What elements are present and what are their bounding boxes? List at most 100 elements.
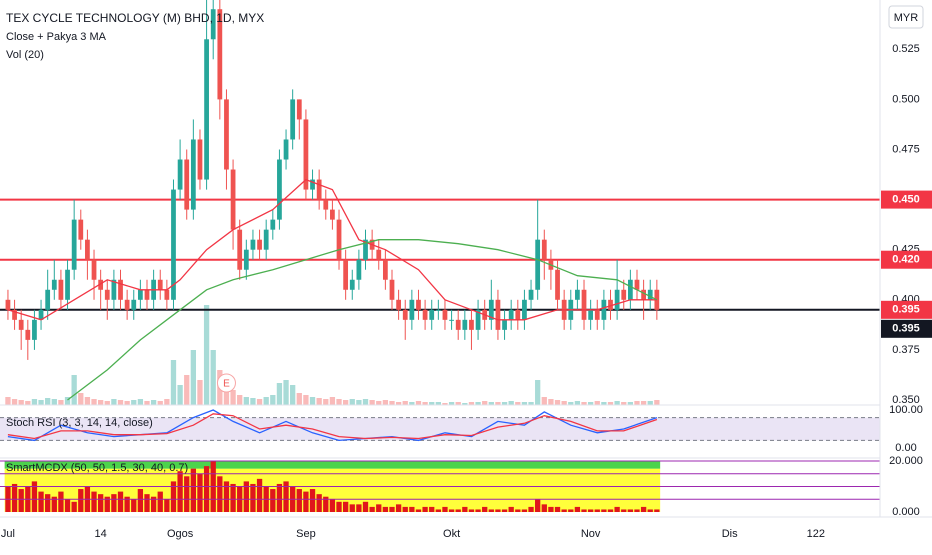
- candle-body: [555, 269, 560, 300]
- volume-bar: [568, 402, 574, 405]
- bar: [607, 509, 614, 513]
- candle-body: [621, 289, 627, 300]
- bar: [442, 506, 448, 513]
- panes: Jul 14 Ogos Sep Okt Nov Dis 122E0.3500.3750.400…: [0, 0, 932, 540]
- bar: [243, 481, 249, 513]
- band-fill: [0, 417, 880, 441]
- bar: [568, 509, 574, 513]
- volume-bar: [38, 400, 44, 405]
- bar: [51, 496, 57, 513]
- bar: [18, 489, 24, 513]
- volume-bar: [554, 400, 561, 405]
- candle-body: [85, 239, 90, 260]
- volume-bar: [58, 400, 64, 405]
- bar: [435, 509, 441, 513]
- candle-body: [363, 239, 368, 260]
- x-tick-label: Dis: [722, 528, 738, 540]
- candle-body: [449, 319, 454, 321]
- volume-bar: [78, 393, 84, 405]
- volume-bar: [283, 380, 289, 405]
- bar: [157, 491, 163, 513]
- candle-body: [250, 239, 256, 250]
- candle-body: [462, 319, 468, 330]
- candle-body: [614, 289, 620, 310]
- candle-body: [190, 139, 196, 210]
- candle-body: [455, 319, 461, 330]
- candle-body: [594, 309, 600, 320]
- volume-bar: [535, 380, 541, 405]
- volume-bar: [164, 399, 170, 405]
- candle-body: [502, 319, 507, 330]
- volume-bar: [190, 350, 196, 405]
- currency-button[interactable]: [888, 5, 924, 29]
- y-tick-label: 0.500: [892, 93, 920, 105]
- candle-body: [303, 119, 309, 190]
- candle-body: [416, 299, 421, 310]
- y-tick-label: 0.350: [892, 394, 920, 406]
- volume-bar: [97, 400, 104, 405]
- volume-bar: [5, 397, 11, 405]
- candle-body: [210, 9, 216, 40]
- bar: [184, 476, 190, 513]
- volume-bar: [18, 400, 24, 405]
- bar: [250, 483, 256, 513]
- volume-bar: [548, 399, 554, 405]
- volume-bar: [276, 383, 283, 405]
- y-tick-label: 0.375: [892, 344, 920, 356]
- candle-body: [230, 169, 236, 230]
- bar: [409, 506, 415, 513]
- x-tick-label: Jul: [1, 528, 15, 540]
- bar: [349, 504, 355, 513]
- volume-bar: [131, 400, 137, 405]
- volume-bar: [250, 398, 256, 405]
- bar: [124, 496, 130, 513]
- volume-bar: [515, 402, 521, 405]
- candle-body: [409, 299, 415, 320]
- volume-bar: [501, 402, 508, 405]
- bar: [587, 509, 594, 513]
- bar: [369, 506, 375, 513]
- volume-bar: [541, 397, 547, 405]
- volume-bar: [170, 360, 177, 405]
- bar: [164, 499, 170, 513]
- bar: [356, 504, 362, 513]
- volume-bar: [71, 375, 77, 405]
- volume-bar: [316, 398, 322, 405]
- candle-body: [588, 309, 594, 320]
- volume-bar: [422, 402, 428, 405]
- volume-bar: [157, 401, 163, 405]
- bar: [203, 466, 210, 513]
- candle-body: [336, 219, 342, 260]
- candle-body: [535, 239, 541, 290]
- price-tag: [881, 190, 932, 209]
- candle-body: [469, 319, 474, 330]
- event-label: E: [223, 379, 230, 390]
- bar: [475, 509, 481, 513]
- candle-body: [131, 299, 137, 310]
- bar: [482, 506, 488, 513]
- volume-bar: [402, 401, 408, 405]
- candle-body: [343, 259, 349, 290]
- candle-body: [581, 289, 587, 320]
- candle-body: [627, 279, 633, 300]
- x-tick-label: Nov: [581, 528, 601, 540]
- price-tag: [881, 319, 932, 338]
- y-tick-label: 100.00: [889, 404, 923, 416]
- bar: [329, 499, 336, 513]
- y-tick-label: 0.525: [892, 43, 920, 55]
- bar: [91, 491, 97, 513]
- volume-bar: [362, 399, 369, 405]
- candle-body: [296, 99, 302, 120]
- candle-body: [608, 299, 613, 310]
- candle-body: [204, 39, 209, 180]
- indicator-line: [7, 409, 658, 442]
- bar: [38, 491, 44, 513]
- volume-bar: [31, 399, 38, 405]
- volume-bar: [177, 385, 183, 405]
- candle-body: [51, 279, 57, 290]
- currency[interactable]: MYR: [894, 12, 919, 24]
- volume-bar: [303, 395, 309, 405]
- bar: [574, 506, 581, 513]
- bar: [223, 481, 230, 513]
- bar: [448, 509, 455, 513]
